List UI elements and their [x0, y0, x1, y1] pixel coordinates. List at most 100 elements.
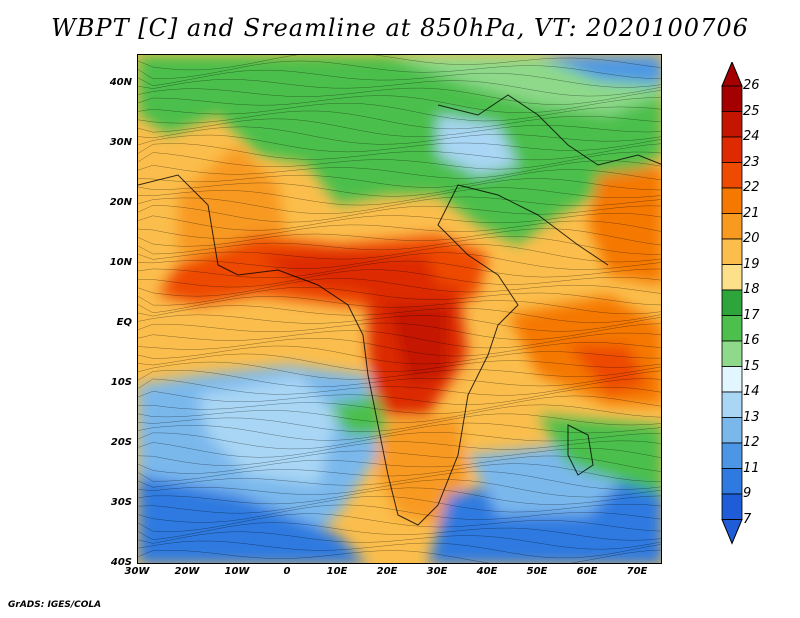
colorbar-level-label: 18 — [743, 282, 760, 297]
streamline — [138, 440, 661, 458]
streamline — [138, 236, 661, 255]
streamline — [138, 422, 661, 441]
colorbar-cell — [721, 136, 743, 163]
colorbar-cell — [721, 468, 743, 495]
colorbar-level-label: 17 — [743, 307, 760, 323]
streamline — [138, 495, 661, 514]
streamline — [138, 118, 661, 137]
colorbar-cell — [721, 366, 743, 393]
colorbar-level-label: 22 — [743, 180, 760, 195]
streamline — [138, 169, 661, 188]
colorbar-cell — [721, 162, 743, 189]
streamline — [138, 386, 661, 405]
streamline — [138, 504, 661, 523]
streamline — [138, 160, 661, 179]
streamline — [138, 110, 661, 130]
colorbar-level-label: 26 — [743, 78, 760, 93]
longitude-label: 10W — [224, 566, 250, 577]
colorbar-cell — [721, 238, 743, 265]
streamline — [138, 278, 661, 297]
colorbar-level-label: 21 — [743, 205, 760, 221]
streamline — [138, 69, 661, 88]
streamline — [138, 60, 661, 80]
colorbar-level-label: 11 — [743, 460, 760, 476]
grads-credit: GrADS: IGES/COLA — [8, 600, 102, 610]
map-panel — [137, 54, 662, 564]
streamline — [138, 87, 661, 105]
streamline — [138, 404, 661, 424]
colorbar-cell — [721, 315, 743, 342]
streamline — [138, 213, 661, 231]
colorbar-cell — [721, 417, 743, 444]
streamline — [138, 471, 661, 490]
streamline — [138, 228, 661, 247]
streamline — [138, 337, 661, 357]
streamline — [138, 549, 661, 563]
longitude-label: 50E — [526, 566, 548, 577]
colorbar-cell — [721, 340, 743, 367]
longitude-label: 60E — [576, 566, 598, 577]
streamline — [138, 370, 661, 388]
streamline — [138, 330, 661, 349]
streamline — [138, 296, 661, 315]
streamline — [138, 269, 661, 288]
latitude-label: 40S — [110, 557, 132, 568]
longitude-label: 30W — [124, 566, 150, 577]
streamline — [138, 143, 661, 161]
streamline — [138, 196, 661, 214]
streamline — [138, 395, 661, 414]
streamline — [138, 353, 661, 372]
latitude-label: 20N — [109, 197, 132, 208]
colorbar-level-label: 20 — [743, 231, 760, 246]
streamline — [138, 187, 661, 206]
colorbar-cell — [721, 289, 743, 316]
streamline — [138, 95, 661, 114]
longitude-label: 20E — [376, 566, 398, 577]
colorbar-top-arrow — [721, 62, 743, 87]
streamline — [138, 540, 661, 559]
streamline — [138, 455, 661, 474]
latitude-label: 20S — [110, 437, 132, 448]
streamline — [138, 479, 661, 498]
colorbar — [721, 62, 743, 545]
streamline — [138, 487, 661, 505]
streamline — [138, 126, 661, 145]
coastlines — [138, 94, 661, 526]
latitude-label: EQ — [116, 317, 132, 328]
colorbar-cell — [721, 213, 743, 240]
colorbar-level-label: 15 — [743, 358, 760, 374]
streamline — [138, 178, 661, 197]
colorbar-level-label: 13 — [743, 409, 760, 425]
longitude-label: 10E — [326, 566, 348, 577]
colorbar-level-label: 12 — [743, 435, 760, 450]
latitude-label: 30N — [109, 137, 132, 148]
colorbar-level-label: 16 — [743, 333, 760, 348]
latitude-label: 30S — [110, 497, 132, 508]
colorbar-cell — [721, 442, 743, 469]
wbpt-field-map — [138, 55, 661, 563]
longitude-label: 0 — [283, 566, 291, 577]
streamline — [138, 361, 661, 380]
streamline — [138, 345, 661, 365]
streamline — [138, 252, 661, 270]
colorbar-level-label: 14 — [743, 384, 760, 399]
longitude-label: 40E — [476, 566, 498, 577]
streamline — [138, 448, 661, 466]
colorbar-cell — [721, 391, 743, 418]
streamline — [138, 322, 661, 341]
streamline — [138, 513, 661, 532]
streamline — [138, 55, 661, 71]
streamline — [138, 79, 661, 97]
streamline — [138, 305, 661, 323]
colorbar-cell — [721, 85, 743, 112]
temperature-shading — [138, 55, 661, 563]
colorbar-level-label: 23 — [743, 154, 760, 170]
colorbar-cell — [721, 493, 743, 520]
streamline — [138, 205, 661, 223]
colorbar-bottom-arrow — [721, 519, 743, 545]
streamline — [138, 314, 661, 332]
colorbar-level-label: 25 — [743, 103, 760, 119]
streamlines — [138, 55, 661, 563]
streamline — [138, 531, 661, 550]
streamline — [138, 522, 661, 541]
